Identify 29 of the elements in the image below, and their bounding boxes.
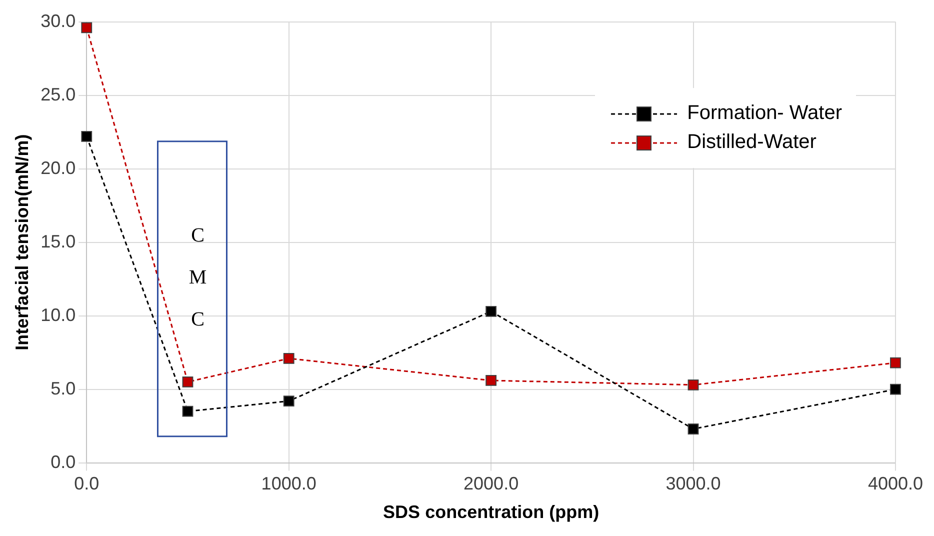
annotation: CMC bbox=[188, 224, 207, 331]
y-tick-label: 15.0 bbox=[40, 231, 76, 252]
point bbox=[890, 384, 901, 395]
point bbox=[486, 306, 497, 317]
x-axis-title: SDS concentration (ppm) bbox=[383, 502, 600, 522]
point bbox=[890, 357, 901, 368]
y-tick-label: 20.0 bbox=[40, 158, 76, 178]
point bbox=[182, 376, 194, 388]
point bbox=[81, 22, 92, 34]
point bbox=[182, 406, 194, 417]
y-tick-label: 0.0 bbox=[50, 452, 76, 472]
point bbox=[688, 379, 699, 390]
y-tick-label: 25.0 bbox=[40, 84, 76, 104]
point bbox=[283, 352, 294, 364]
point bbox=[81, 131, 92, 142]
point bbox=[283, 396, 294, 407]
x-tick-label: 2000.0 bbox=[464, 474, 519, 494]
x-tick-label: 0.0 bbox=[74, 474, 100, 494]
y-tick-label: 5.0 bbox=[50, 378, 76, 398]
point bbox=[688, 424, 699, 434]
y-tick-label: 10.0 bbox=[40, 304, 76, 325]
y-tick-label: 30.0 bbox=[40, 10, 76, 31]
legend-label: Distilled-Water bbox=[687, 131, 816, 154]
x-tick-label: 1000.0 bbox=[261, 474, 316, 494]
x-tick-label: 3000.0 bbox=[666, 474, 721, 494]
legend-label: Formation- Water bbox=[687, 102, 842, 125]
y-axis-title: Interfacial tension(mN/m) bbox=[12, 134, 32, 350]
point bbox=[486, 375, 497, 386]
x-tick-label: 4000.0 bbox=[868, 474, 924, 494]
